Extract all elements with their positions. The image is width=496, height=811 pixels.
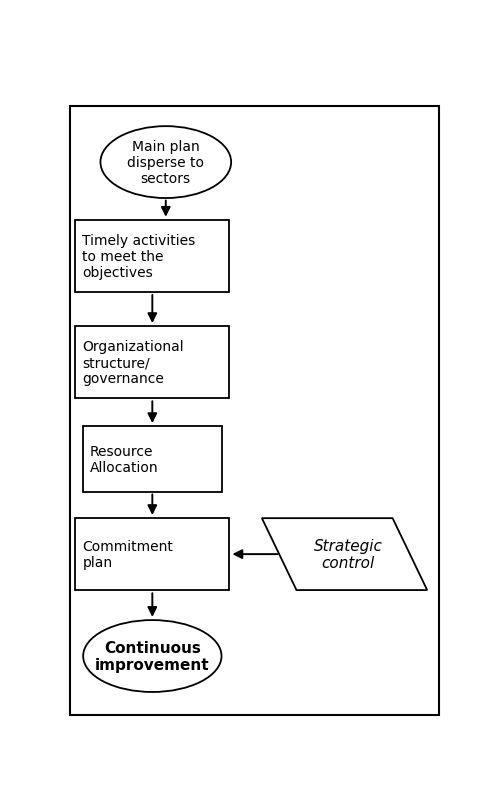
Text: Organizational
structure/
governance: Organizational structure/ governance bbox=[82, 340, 184, 386]
Polygon shape bbox=[262, 518, 427, 590]
Bar bbox=[75, 221, 229, 293]
Text: Continuous
improvement: Continuous improvement bbox=[95, 640, 210, 672]
Text: Strategic
control: Strategic control bbox=[314, 539, 383, 571]
Bar bbox=[75, 518, 229, 590]
Ellipse shape bbox=[100, 127, 231, 199]
Bar bbox=[83, 427, 222, 492]
Bar bbox=[75, 327, 229, 399]
Ellipse shape bbox=[83, 620, 222, 692]
Text: Timely activities
to meet the
objectives: Timely activities to meet the objectives bbox=[82, 234, 195, 280]
Text: Resource
Allocation: Resource Allocation bbox=[90, 444, 159, 474]
Text: Main plan
disperse to
sectors: Main plan disperse to sectors bbox=[127, 139, 204, 186]
Text: Commitment
plan: Commitment plan bbox=[82, 539, 173, 569]
